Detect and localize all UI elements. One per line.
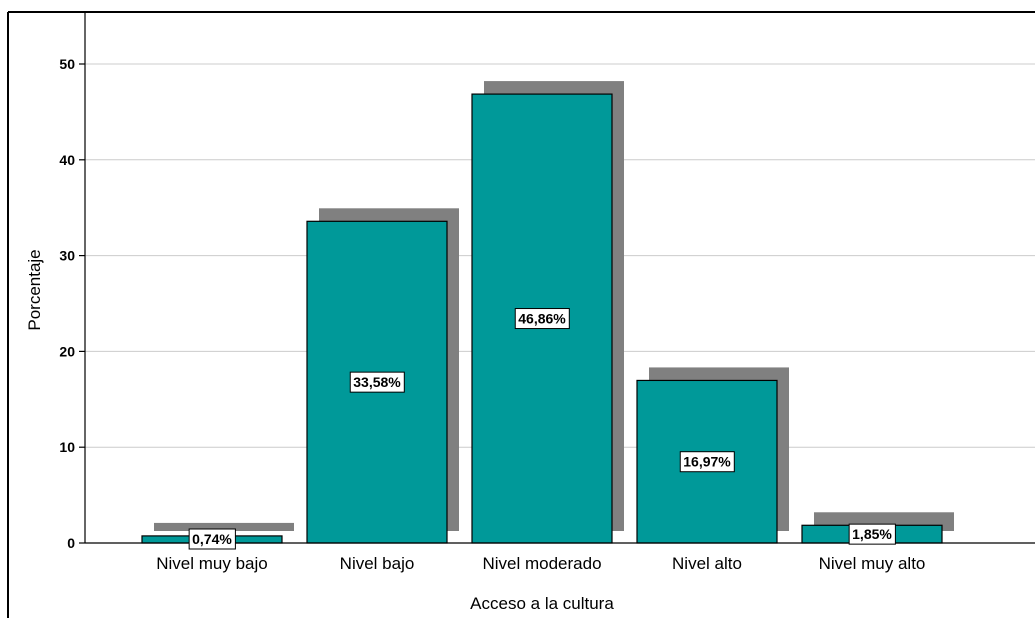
x-tick-label: Nivel bajo	[340, 554, 415, 573]
y-axis-title: Porcentaje	[25, 249, 44, 330]
data-label-box	[188, 528, 236, 550]
data-label-group: 33,58%	[349, 371, 405, 393]
data-label: 16,97%	[683, 454, 731, 470]
data-label: 0,74%	[192, 531, 232, 547]
data-label-box	[514, 308, 570, 330]
bars	[141, 93, 943, 544]
x-axis-title: Acceso a la cultura	[470, 594, 614, 613]
data-labels: 0,74% 33,58% 46,86% 16,97% 1,85%	[188, 308, 896, 550]
x-tick-label: Nivel alto	[672, 554, 742, 573]
data-label-box	[349, 371, 405, 393]
y-tick-label: 0	[67, 535, 75, 551]
bar-shadow	[154, 522, 294, 531]
data-label-group: 1,85%	[848, 523, 896, 545]
y-tick-label: 50	[59, 56, 75, 72]
data-label: 1,85%	[852, 526, 892, 542]
x-tick-label: Nivel muy alto	[819, 554, 926, 573]
data-label-group: 0,74%	[188, 528, 236, 550]
y-tick-label: 40	[59, 152, 75, 168]
y-tick-label: 30	[59, 248, 75, 264]
x-tick-label: Nivel muy bajo	[156, 554, 268, 573]
data-label-box	[679, 451, 735, 473]
x-tick-label: Nivel moderado	[482, 554, 601, 573]
data-label-group: 46,86%	[514, 308, 570, 330]
data-label-box	[848, 523, 896, 545]
x-tick-labels: Nivel muy bajo Nivel bajo Nivel moderado Ni…	[156, 554, 925, 573]
y-tick-label: 10	[59, 439, 75, 455]
y-tick-label: 20	[59, 343, 75, 359]
data-label: 46,86%	[518, 311, 566, 327]
y-ticks: 0 10 20 30 40 50	[59, 56, 85, 551]
data-label: 33,58%	[353, 374, 401, 390]
data-label-group: 16,97%	[679, 451, 735, 473]
